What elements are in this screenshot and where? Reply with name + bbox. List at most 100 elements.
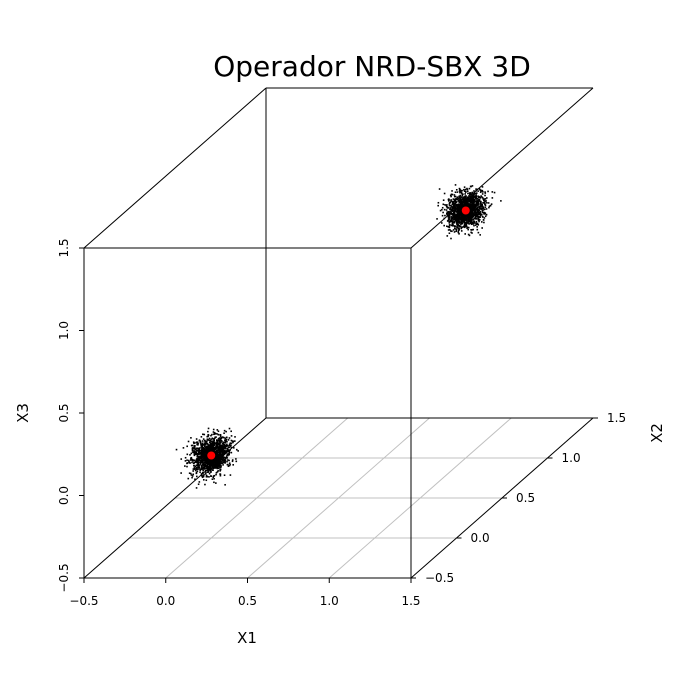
scatter-point: [198, 453, 201, 455]
scatter-point: [483, 202, 485, 204]
scatter-point: [458, 207, 461, 209]
scatter-point: [446, 235, 449, 237]
scatter-point: [484, 192, 487, 194]
scatter-point: [195, 450, 198, 452]
scatter-point: [216, 458, 219, 460]
scatter-point: [180, 472, 182, 474]
scatter-point: [470, 193, 472, 196]
scatter-point: [214, 459, 217, 462]
scatter-point: [209, 441, 211, 443]
scatter-point: [484, 198, 487, 200]
scatter-point: [472, 218, 475, 221]
scatter-point: [210, 471, 212, 473]
scatter-point: [447, 214, 449, 217]
scatter-point: [215, 443, 217, 446]
scatter-point: [470, 195, 473, 198]
scatter-point: [190, 474, 193, 476]
scatter-point: [438, 188, 441, 190]
scatter-point: [213, 446, 216, 449]
scatter-point: [459, 213, 462, 216]
x-axis-label: X1: [237, 629, 257, 647]
scatter-point: [195, 447, 197, 450]
scatter-point: [201, 475, 203, 477]
scatter-point: [226, 440, 228, 443]
scatter-point: [467, 233, 470, 236]
scatter-point: [200, 450, 203, 452]
scatter-point: [442, 203, 445, 206]
scatter-point: [201, 448, 203, 451]
scatter-point: [443, 217, 446, 220]
scatter-point: [465, 202, 468, 205]
scatter-point: [481, 227, 483, 229]
scatter-point: [199, 456, 201, 458]
scatter-point: [460, 204, 462, 207]
scatter-point: [454, 217, 456, 220]
scatter-point: [481, 186, 484, 188]
scatter-point: [461, 204, 464, 207]
scatter-point: [195, 438, 198, 440]
scatter-point: [470, 210, 472, 213]
scatter-point: [464, 224, 467, 227]
scatter-point: [474, 210, 477, 212]
scatter-point: [234, 436, 236, 438]
scatter-point: [474, 214, 477, 217]
scatter-point: [491, 191, 494, 193]
scatter-point: [224, 437, 227, 440]
scatter-point: [479, 201, 482, 204]
scatter-point: [471, 185, 474, 187]
scatter-point: [213, 433, 215, 436]
scatter-point: [193, 454, 196, 457]
scatter-point: [199, 469, 201, 471]
z-tick-label: 0.5: [57, 403, 71, 422]
scatter-point: [212, 443, 215, 445]
scatter-point: [472, 213, 474, 216]
scatter-point: [455, 229, 458, 231]
scatter-point: [207, 470, 210, 472]
scatter-point: [227, 450, 230, 453]
scatter-point: [465, 199, 467, 201]
scatter-point: [483, 208, 486, 211]
scatter-point: [217, 459, 220, 462]
scatter-point: [188, 472, 191, 474]
scatter-point: [225, 456, 228, 459]
scatter-point: [192, 462, 195, 465]
scatter-point: [460, 201, 463, 203]
scatter-point: [219, 437, 222, 440]
scatter-point: [464, 197, 466, 200]
scatter-point: [450, 200, 452, 202]
scatter-point: [220, 451, 222, 453]
scatter-point: [469, 220, 472, 222]
scatter-point: [466, 190, 469, 193]
scatter-point: [228, 443, 231, 446]
scatter-point: [187, 440, 190, 443]
x-tick-label: 0.0: [156, 594, 175, 608]
scatter-point: [217, 463, 220, 466]
scatter-point: [471, 197, 473, 199]
scatter-point: [206, 465, 209, 468]
scatter-point: [190, 472, 192, 475]
scatter-point: [221, 451, 224, 454]
scatter-point: [204, 454, 207, 456]
scatter-point: [471, 214, 473, 217]
scatter-point: [200, 454, 203, 456]
scatter-point: [218, 437, 221, 439]
scatter-point: [200, 436, 203, 438]
scatter-point: [451, 200, 453, 203]
scatter-point: [223, 452, 226, 455]
scatter-point: [192, 460, 194, 462]
scatter-point: [451, 208, 454, 210]
scatter-point: [455, 197, 458, 200]
scatter-point: [217, 465, 220, 467]
scatter-point: [220, 436, 223, 439]
scatter-point: [458, 205, 461, 207]
scatter-point: [224, 439, 226, 442]
scatter-point: [216, 447, 218, 449]
scatter-point: [203, 455, 205, 458]
scatter-point: [464, 204, 467, 207]
scatter-point: [209, 460, 211, 462]
scatter-point: [462, 217, 465, 219]
scatter-point: [475, 220, 478, 223]
scatter-point: [463, 203, 466, 206]
scatter-point: [226, 443, 228, 446]
scatter-point: [207, 449, 210, 452]
